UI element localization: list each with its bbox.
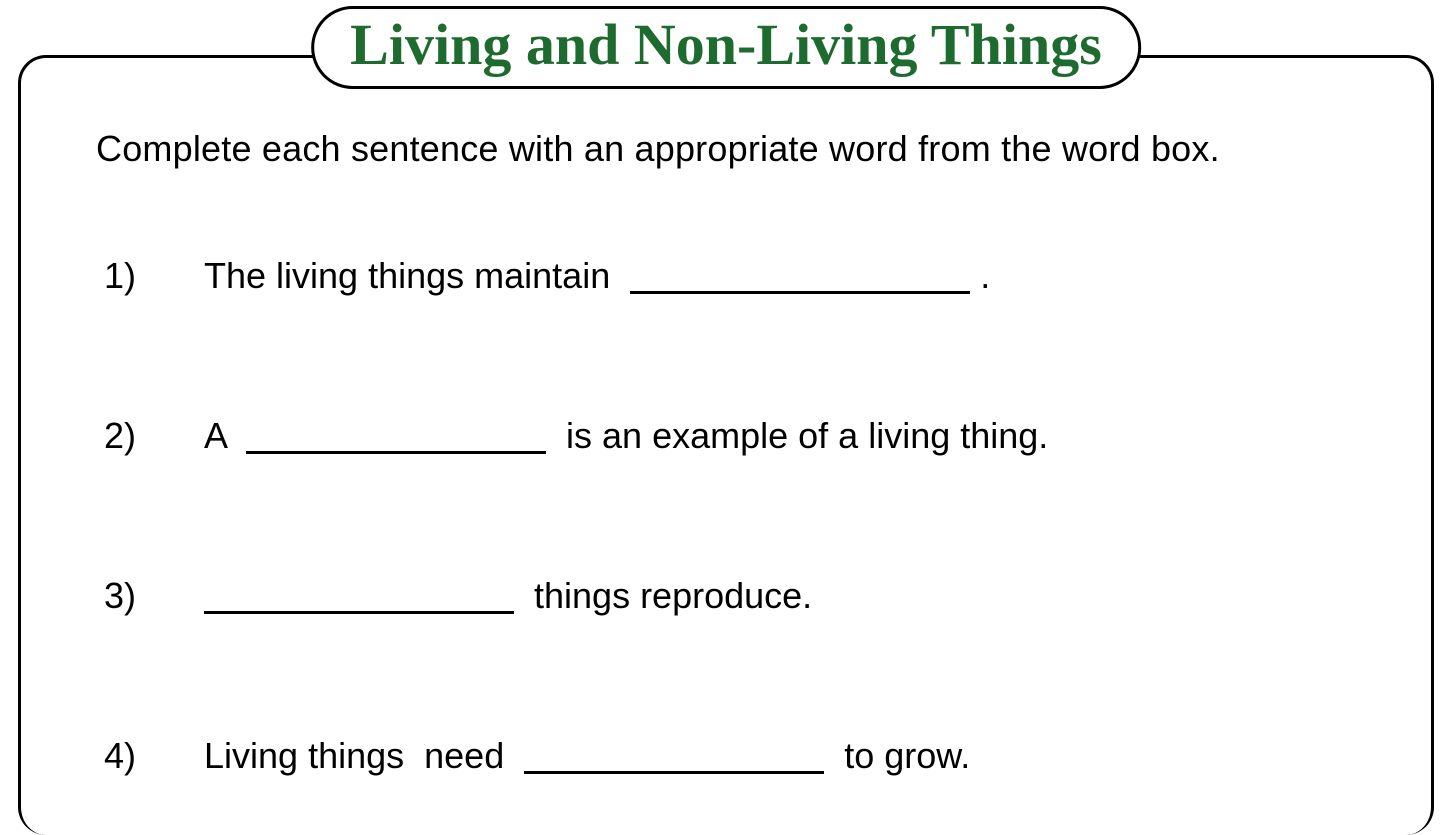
question-number: 4) [104,735,204,777]
question-text: things reproduce. [514,575,812,617]
fill-blank[interactable] [204,578,514,614]
fill-blank[interactable] [524,738,824,774]
question-row-3: 3) things reproduce. [104,572,812,617]
question-row-1: 1) The living things maintain . [104,252,990,297]
question-text: to grow. [824,735,970,777]
question-text: The living things maintain [204,255,630,297]
question-content: A is an example of a living thing. [204,412,1048,457]
question-content: The living things maintain . [204,252,990,297]
question-content: Living things need to grow. [204,732,970,777]
question-row-4: 4) Living things need to grow. [104,732,970,777]
fill-blank[interactable] [630,258,970,294]
worksheet-title: Living and Non-Living Things [350,15,1102,76]
question-row-2: 2) A is an example of a living thing. [104,412,1048,457]
instructions-text: Complete each sentence with an appropria… [96,128,1220,170]
question-number: 1) [104,255,204,297]
question-text: A [204,415,246,457]
question-text: Living things need [204,735,524,777]
title-pill: Living and Non-Living Things [311,6,1141,89]
fill-blank[interactable] [246,418,546,454]
question-number: 3) [104,575,204,617]
question-number: 2) [104,415,204,457]
question-content: things reproduce. [204,572,812,617]
question-text: is an example of a living thing. [546,415,1048,457]
question-text: . [970,255,990,297]
